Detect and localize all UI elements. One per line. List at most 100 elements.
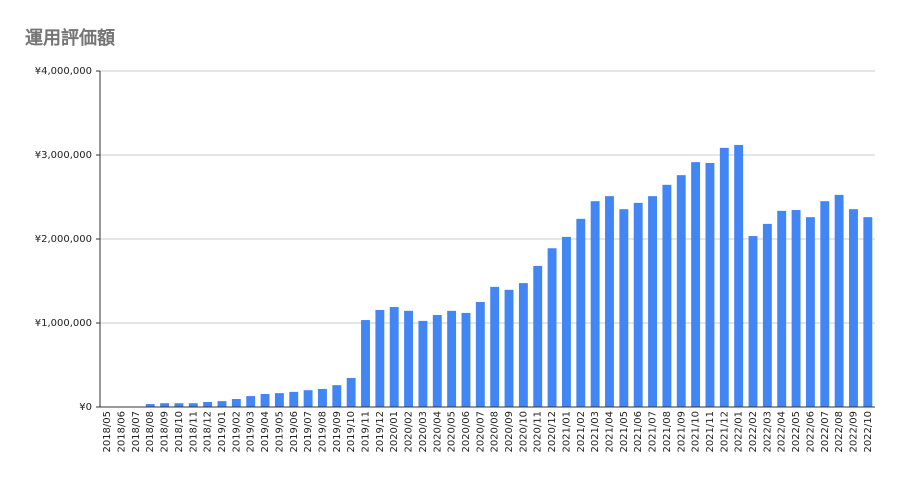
x-tick-label: 2020/12 [547, 411, 558, 453]
x-tick-label: 2020/10 [518, 411, 529, 453]
x-tick-label: 2022/06 [805, 411, 816, 453]
bar [332, 385, 342, 407]
x-tick-label: 2022/03 [762, 411, 773, 453]
x-tick-label: 2019/09 [332, 411, 343, 453]
x-tick-label: 2021/05 [619, 411, 630, 453]
x-tick-label: 2022/09 [848, 411, 859, 453]
bar [490, 286, 500, 407]
bar [504, 289, 514, 407]
x-tick-label: 2019/03 [246, 411, 257, 453]
x-tick-label: 2021/04 [604, 411, 615, 453]
bar [863, 217, 873, 407]
bar [547, 248, 557, 407]
x-tick-label: 2022/04 [777, 411, 788, 453]
x-tick-label: 2019/12 [375, 411, 386, 453]
y-tick-label: ¥2,000,000 [35, 234, 92, 245]
bar [748, 236, 758, 407]
bar [518, 283, 528, 407]
bar [805, 217, 815, 407]
bar [533, 265, 543, 407]
x-tick-label: 2018/12 [203, 411, 214, 453]
bar [777, 210, 787, 407]
x-tick-label: 2021/08 [662, 411, 673, 453]
bar [274, 393, 284, 407]
bar [834, 194, 844, 407]
bar [418, 320, 428, 407]
x-tick-label: 2018/11 [188, 411, 199, 453]
bar [461, 312, 471, 407]
x-tick-label: 2022/08 [834, 411, 845, 453]
bar [318, 388, 327, 407]
x-tick-label: 2018/05 [102, 411, 113, 453]
bar [791, 210, 801, 407]
x-tick-label: 2020/05 [447, 411, 458, 453]
x-tick-label: 2018/06 [117, 411, 128, 453]
bar [561, 236, 571, 407]
x-tick-label: 2019/11 [361, 411, 372, 453]
bar [260, 393, 270, 407]
x-tick-label: 2019/08 [317, 411, 328, 453]
bar [576, 218, 586, 407]
x-tick-label: 2022/02 [748, 411, 759, 453]
bar [676, 175, 686, 407]
y-tick-label: ¥3,000,000 [35, 150, 92, 161]
x-tick-label: 2020/01 [389, 411, 400, 453]
x-tick-label: 2021/12 [719, 411, 730, 453]
bar [849, 209, 858, 407]
bar [188, 403, 198, 407]
x-tick-label: 2022/07 [820, 411, 831, 453]
bar [719, 147, 729, 408]
x-tick-label: 2019/02 [231, 411, 242, 453]
x-tick-label: 2020/11 [533, 411, 544, 453]
x-tick-label: 2018/07 [131, 411, 142, 453]
bar [734, 144, 744, 408]
x-tick-label: 2019/10 [346, 411, 357, 453]
x-tick-label: 2020/08 [490, 411, 501, 453]
x-tick-label: 2019/05 [274, 411, 285, 453]
x-tick-label: 2021/10 [691, 411, 702, 453]
bar [174, 403, 184, 407]
x-tick-label: 2021/03 [590, 411, 601, 453]
x-tick-label: 2019/06 [289, 411, 300, 453]
bar [404, 310, 414, 407]
x-tick-label: 2021/01 [561, 411, 572, 453]
x-tick-label: 2021/07 [648, 411, 659, 453]
y-tick-label: ¥0 [79, 402, 92, 413]
bar [648, 196, 657, 407]
x-tick-label: 2018/08 [145, 411, 156, 453]
bar [217, 401, 227, 407]
bar [289, 391, 299, 407]
x-tick-label: 2018/10 [174, 411, 185, 453]
x-tick-label: 2019/04 [260, 411, 271, 453]
bar [662, 184, 672, 407]
x-tick-label: 2018/09 [160, 411, 171, 453]
x-tick-label: 2021/11 [705, 411, 716, 453]
bar [619, 209, 629, 407]
y-tick-label: ¥4,000,000 [35, 66, 92, 77]
bar [705, 162, 715, 407]
bar [375, 309, 385, 407]
bar [691, 162, 701, 407]
bar [160, 403, 170, 407]
x-tick-label: 2022/05 [791, 411, 802, 453]
x-tick-label: 2022/01 [734, 411, 745, 453]
x-tick-label: 2019/07 [303, 411, 314, 453]
x-tick-label: 2021/09 [676, 411, 687, 453]
bar [820, 201, 830, 407]
x-tick-label: 2020/09 [504, 411, 515, 453]
bar [447, 310, 457, 407]
x-tick-label: 2019/01 [217, 411, 228, 453]
bar [346, 378, 356, 407]
y-tick-label: ¥1,000,000 [35, 318, 92, 329]
x-tick-label: 2020/04 [432, 411, 443, 453]
x-tick-label: 2022/10 [863, 411, 874, 453]
x-tick-label: 2021/06 [633, 411, 644, 453]
x-tick-label: 2020/03 [418, 411, 429, 453]
bar [303, 390, 313, 407]
bar [432, 315, 442, 407]
x-tick-label: 2020/06 [461, 411, 472, 453]
bar [246, 396, 256, 407]
bar [762, 223, 772, 407]
bar [389, 307, 399, 407]
